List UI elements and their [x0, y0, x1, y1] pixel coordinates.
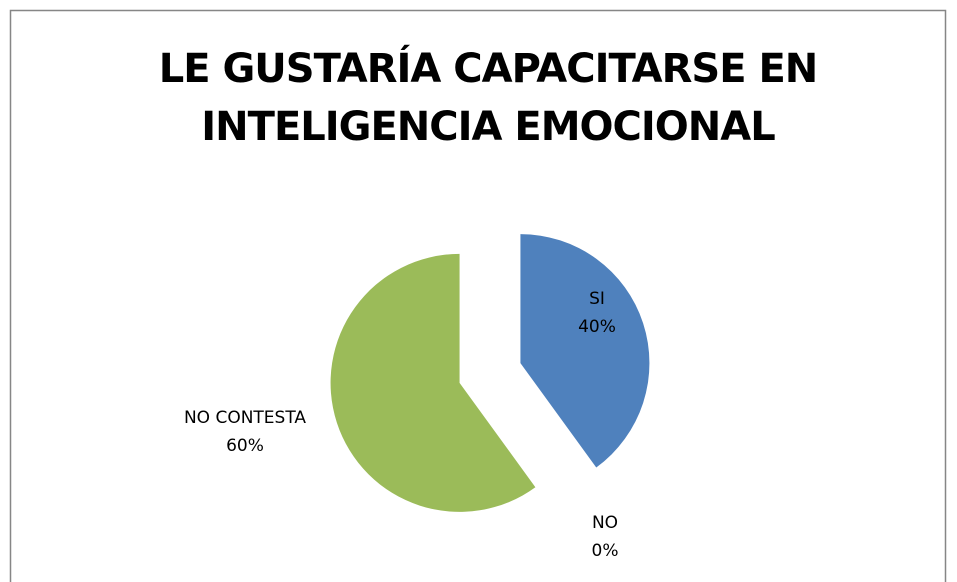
slice-category-label: SI [589, 289, 605, 309]
slice-category-label: NO [592, 513, 618, 533]
pie-slice [330, 253, 536, 512]
slice-value-label: 0% [592, 541, 619, 561]
slice-value-label: 40% [578, 317, 616, 337]
slice-category-label: NO CONTESTA [184, 408, 306, 428]
chart-title: LE GUSTARÍA CAPACITARSE EN [159, 44, 818, 92]
chart-title: INTELIGENCIA EMOCIONAL [201, 104, 775, 150]
slice-value-label: 60% [226, 436, 264, 456]
pie-slice [520, 234, 650, 468]
